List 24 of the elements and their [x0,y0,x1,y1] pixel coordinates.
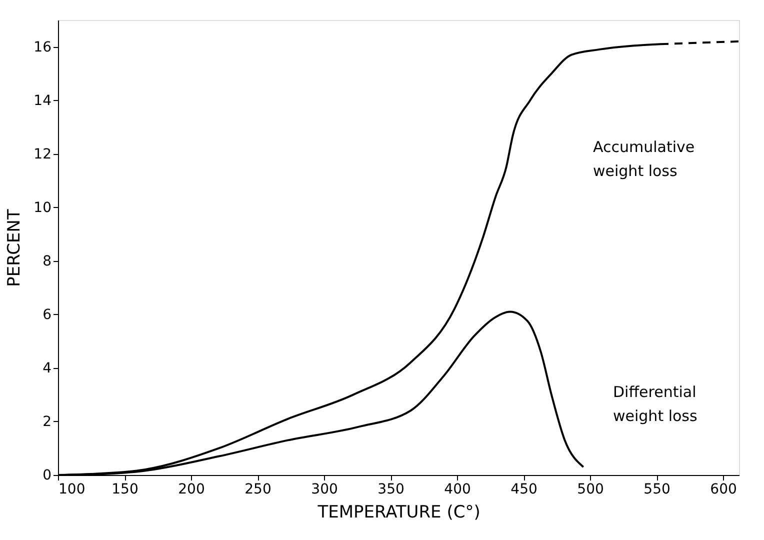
y-tick-label: 2 [42,414,52,430]
x-tick-label: 600 [710,482,737,498]
y-tick-label: 8 [42,253,52,270]
x-tick-label: 450 [510,482,538,498]
x-tick-label: 250 [244,482,272,498]
x-axis-title: TEMPERATURE (C°) [316,502,480,522]
annotation: Differential weight loss [613,383,698,425]
y-tick-label: 12 [34,146,52,162]
y-tick-label: 4 [42,360,52,376]
y-tick-label: 0 [42,468,52,484]
x-tick-label: 150 [112,482,138,498]
y-tick-label: 14 [34,92,52,109]
x-tick-label: 500 [577,482,604,498]
x-tick-label: 550 [644,482,670,498]
x-tick-label: 400 [444,482,471,498]
annotation: Accumulative weight loss [593,138,695,180]
x-tick-label: 100 [58,482,86,498]
y-tick-label: 16 [34,39,52,56]
x-tick-label: 200 [178,482,205,498]
y-tick-label: 10 [34,200,52,216]
x-tick-label: 300 [311,482,338,498]
y-axis-title: PERCENT [4,208,25,287]
y-tick-label: 6 [42,306,52,323]
x-tick-label: 350 [378,482,404,498]
